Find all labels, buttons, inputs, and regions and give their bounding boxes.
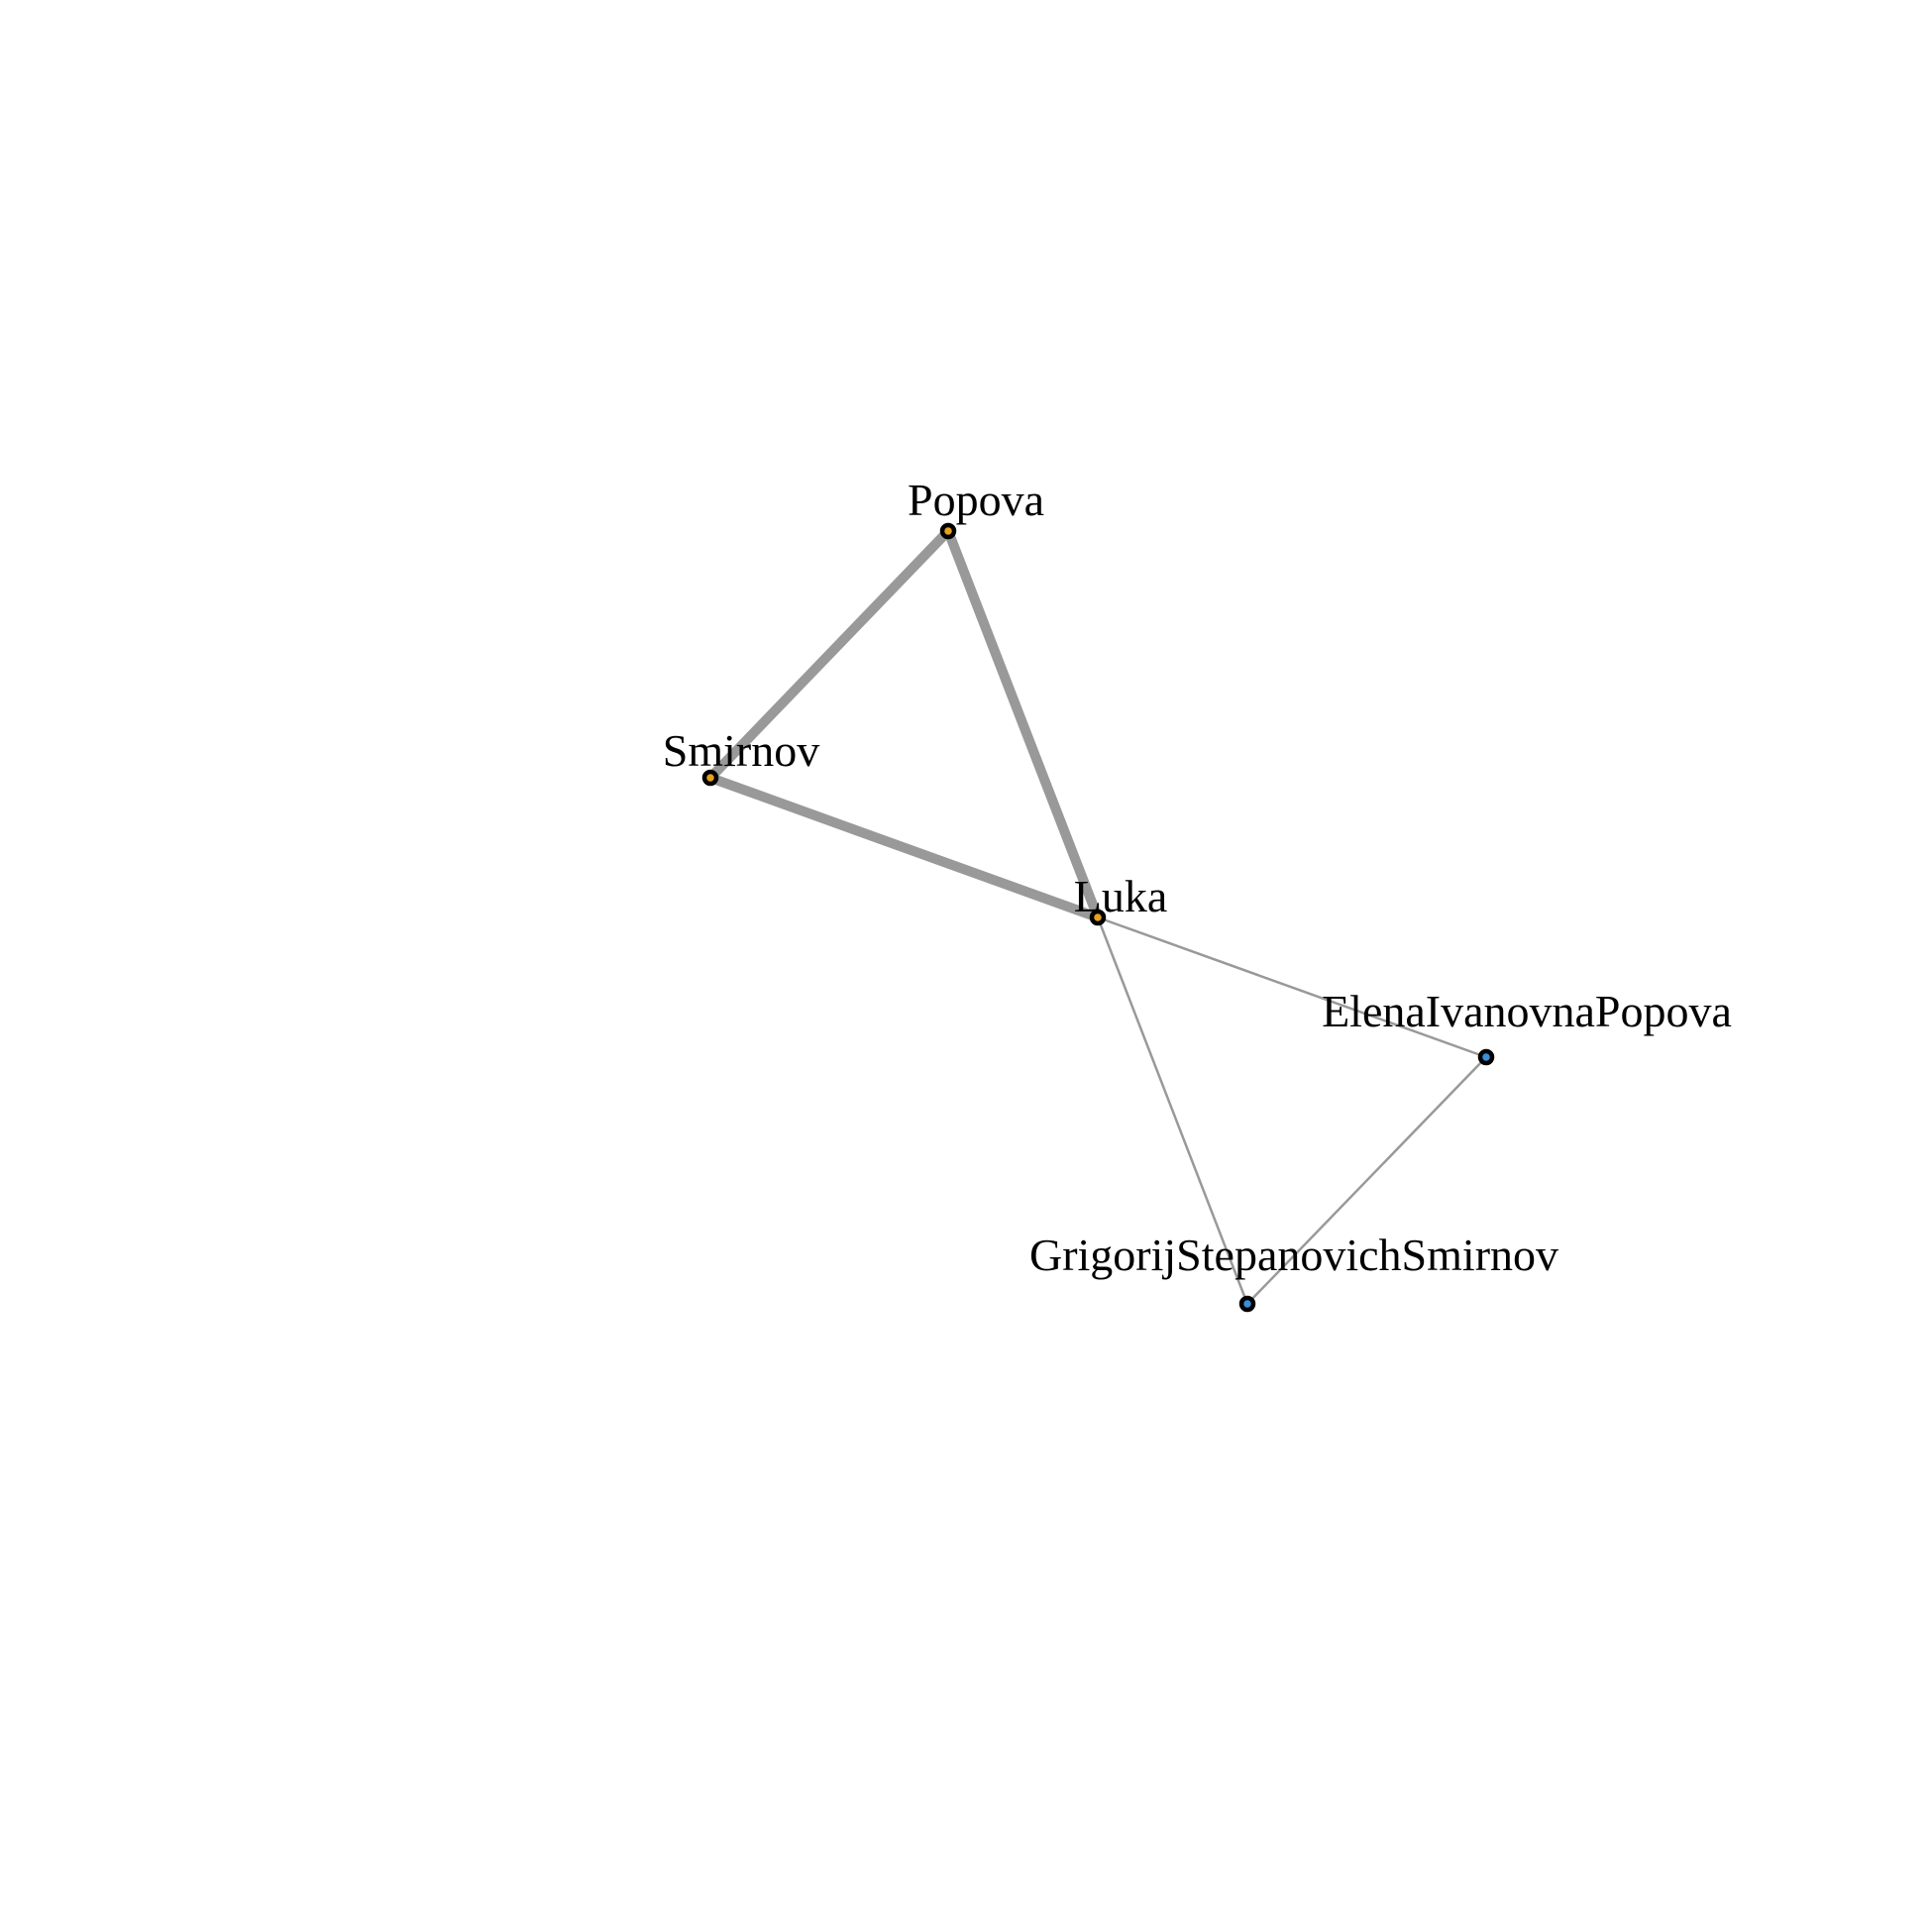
edge-layer [705, 526, 1488, 1306]
edge-popova-luka [943, 526, 1103, 922]
node-smirnov [701, 769, 719, 787]
node-grigorij [1238, 1295, 1256, 1313]
node-popova [939, 522, 957, 540]
edge-smirnov-luka [705, 773, 1103, 922]
label-layer: Popova Smirnov Luka ElenaIvanovnaPopova Grig… [663, 475, 1732, 1280]
node-label-elena: ElenaIvanovnaPopova [1322, 986, 1732, 1036]
node-label-luka: Luka [1074, 871, 1168, 921]
edge-luka-elena [1096, 915, 1488, 1059]
edge-elena-grigorij [1245, 1055, 1488, 1306]
node-label-grigorij: GrigorijStepanovichSmirnov [1029, 1230, 1558, 1280]
edge-luka-grigorij [1096, 915, 1249, 1306]
edge-popova-smirnov [705, 526, 953, 783]
node-label-popova: Popova [908, 475, 1044, 525]
node-luka [1089, 909, 1107, 926]
node-layer [701, 522, 1495, 1313]
node-label-smirnov: Smirnov [663, 725, 819, 776]
node-elena [1477, 1048, 1495, 1066]
